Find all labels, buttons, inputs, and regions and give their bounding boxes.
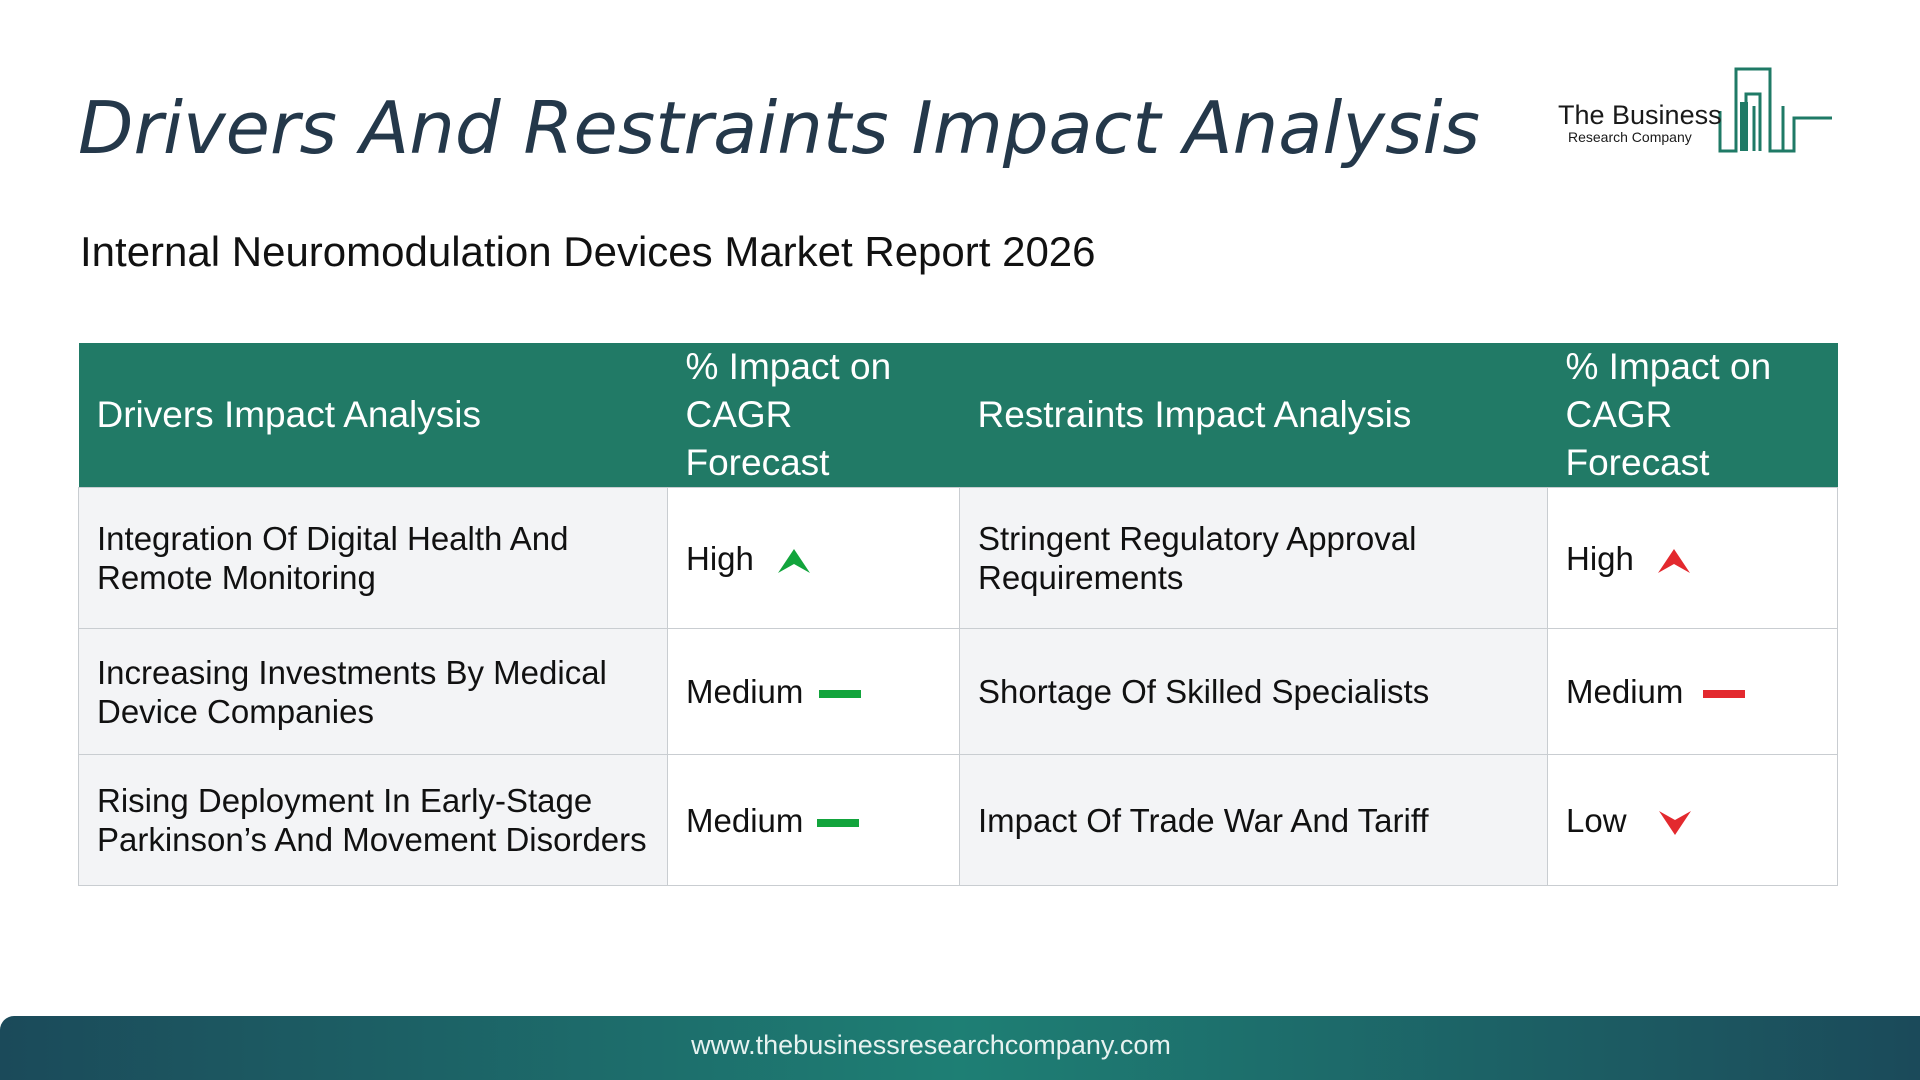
logo-bars-icon bbox=[1718, 67, 1832, 153]
arrow-up-icon bbox=[778, 548, 811, 573]
footer-url: www.thebusinessresearchcompany.com bbox=[691, 1030, 1171, 1060]
dash-icon bbox=[818, 690, 861, 699]
dash-icon bbox=[1702, 690, 1745, 699]
table-row: Rising Deployment In Early-Stage Parkins… bbox=[78, 754, 1838, 886]
logo-text-line2: Research Company bbox=[1568, 129, 1692, 145]
company-logo: The Business Research Company bbox=[1540, 66, 1840, 158]
driver-impact-cell: Medium bbox=[667, 754, 960, 886]
restraint-cell: Shortage Of Skilled Specialists bbox=[959, 628, 1548, 755]
driver-cell: Integration Of Digital Health And Remote… bbox=[78, 487, 668, 629]
restraint-impact-value: Low bbox=[1566, 801, 1627, 839]
restraint-impact-cell: High bbox=[1547, 487, 1838, 629]
page-title: Drivers And Restraints Impact Analysis bbox=[78, 86, 1481, 170]
restraint-impact-cell: Medium bbox=[1547, 628, 1838, 755]
restraints-impact-header: % Impact on CAGR Forecast bbox=[1547, 343, 1838, 488]
driver-cell: Rising Deployment In Early-Stage Parkins… bbox=[78, 754, 668, 886]
impact-analysis-table: Drivers Impact Analysis % Impact on CAGR… bbox=[78, 343, 1838, 886]
driver-impact-value: Medium bbox=[686, 801, 804, 839]
drivers-impact-header: % Impact on CAGR Forecast bbox=[667, 343, 960, 488]
report-subtitle: Internal Neuromodulation Devices Market … bbox=[80, 228, 1096, 275]
driver-impact-cell: High bbox=[667, 487, 960, 629]
driver-cell: Increasing Investments By Medical Device… bbox=[78, 628, 668, 755]
restraints-header: Restraints Impact Analysis bbox=[959, 343, 1548, 488]
restraint-impact-value: Medium bbox=[1566, 673, 1684, 710]
table-header-row: Drivers Impact Analysis % Impact on CAGR… bbox=[78, 343, 1838, 488]
table-row: Increasing Investments By Medical Device… bbox=[78, 628, 1838, 755]
table-row: Integration Of Digital Health And Remote… bbox=[78, 487, 1838, 629]
restraint-cell: Impact Of Trade War And Tariff bbox=[959, 754, 1548, 886]
restraint-impact-cell: Low bbox=[1547, 754, 1838, 886]
driver-impact-value: Medium bbox=[686, 673, 804, 710]
restraint-cell: Stringent Regulatory Approval Requiremen… bbox=[959, 487, 1548, 629]
arrow-down-icon bbox=[1658, 810, 1691, 835]
restraint-impact-value: High bbox=[1566, 539, 1634, 577]
drivers-header: Drivers Impact Analysis bbox=[78, 343, 668, 488]
driver-impact-value: High bbox=[686, 539, 754, 577]
dash-icon bbox=[816, 818, 859, 827]
logo-text-line1: The Business bbox=[1558, 100, 1722, 130]
footer-bar: www.thebusinessresearchcompany.com bbox=[0, 1016, 1920, 1080]
driver-impact-cell: Medium bbox=[667, 628, 960, 755]
arrow-up-icon bbox=[1658, 548, 1691, 573]
